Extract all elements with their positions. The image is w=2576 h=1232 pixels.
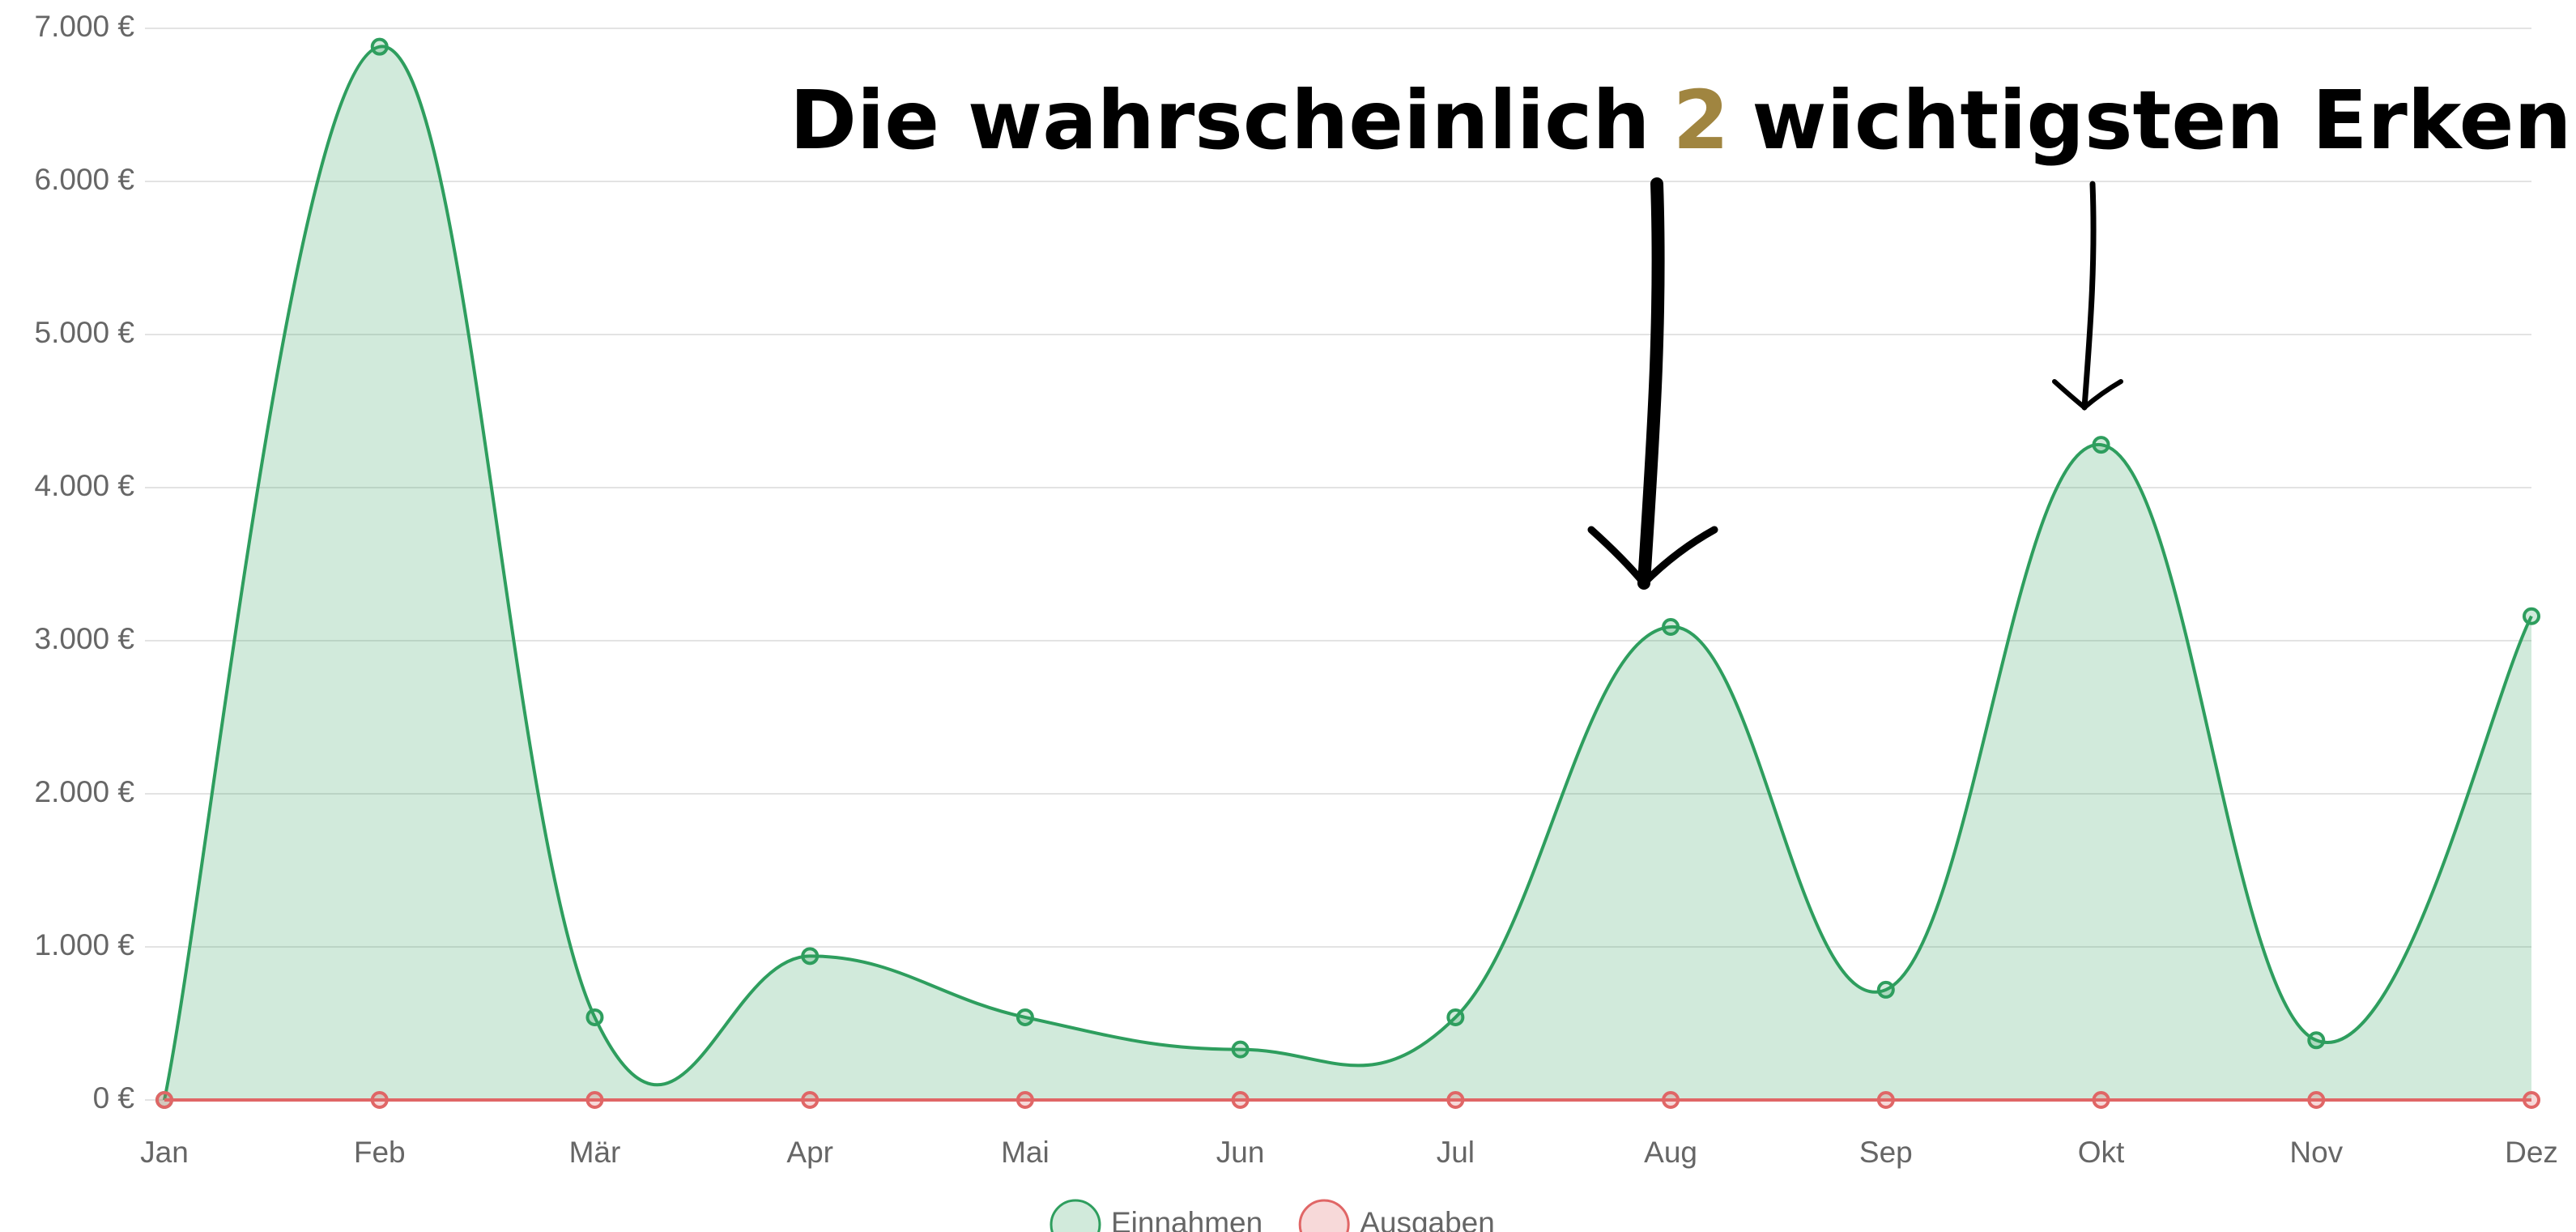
y-tick-label: 6.000 € <box>35 163 135 196</box>
point <box>1446 1091 1465 1109</box>
point <box>370 1091 389 1109</box>
plot <box>155 37 2540 1109</box>
x-tick-label: Jun <box>1216 1136 1265 1169</box>
point <box>1876 1091 1895 1109</box>
x-tick-label: Mär <box>569 1136 621 1169</box>
point <box>585 1008 604 1026</box>
point <box>2092 436 2110 454</box>
x-tick-label: Dez <box>2505 1136 2558 1169</box>
y-tick-label: 4.000 € <box>35 469 135 502</box>
x-tick-label: Mai <box>1001 1136 1050 1169</box>
point <box>2523 1091 2540 1109</box>
point <box>801 947 820 966</box>
legend-label: Ausgaben <box>1360 1206 1495 1232</box>
arrow <box>2081 181 2097 411</box>
arrow <box>1637 177 1665 590</box>
point <box>1015 1008 1034 1026</box>
arrow-head <box>2052 379 2123 411</box>
y-tick-label: 5.000 € <box>35 316 135 349</box>
point <box>1015 1091 1034 1109</box>
x-tick-label: Apr <box>786 1136 833 1169</box>
x-tick-label: Nov <box>2289 1136 2343 1169</box>
point <box>1662 617 1680 636</box>
point <box>1231 1091 1250 1109</box>
point <box>2092 1091 2110 1109</box>
y-tick-label: 2.000 € <box>35 775 135 808</box>
point <box>2307 1091 2326 1109</box>
x-tick-label: Jan <box>140 1136 189 1169</box>
x-tick-label: Sep <box>1859 1136 1913 1169</box>
legend-swatch <box>1050 1199 1101 1232</box>
point <box>2523 607 2540 625</box>
y-tick-label: 3.000 € <box>35 622 135 655</box>
x-tick-label: Jul <box>1437 1136 1475 1169</box>
legend: Einnahmen Ausgaben <box>1050 1199 1495 1232</box>
point <box>2307 1031 2326 1050</box>
point <box>1446 1008 1465 1026</box>
legend-swatch <box>1298 1199 1350 1232</box>
line <box>163 45 2533 1101</box>
point <box>1662 1091 1680 1109</box>
annotation-part: Die wahrscheinlich <box>790 73 1650 168</box>
x-tick-label: Aug <box>1644 1136 1697 1169</box>
point <box>155 1091 173 1109</box>
x-tick-label: Okt <box>2078 1136 2125 1169</box>
y-tick-label: 7.000 € <box>35 10 135 43</box>
point <box>1231 1040 1250 1059</box>
x-tick-label: Feb <box>354 1136 406 1169</box>
grid: 0 € 1.000 € 2.000 € 3.000 € 4.000 € 5.000 € 6.… <box>35 10 2558 1169</box>
y-tick-label: 0 € <box>93 1081 135 1115</box>
arrows <box>1587 177 2123 590</box>
point <box>585 1091 604 1109</box>
point <box>1876 980 1895 999</box>
legend-label: Einnahmen <box>1111 1206 1262 1232</box>
point <box>801 1091 820 1109</box>
arrow-head <box>1587 526 1718 589</box>
y-tick-label: 1.000 € <box>35 928 135 961</box>
annotation-part: wichtigsten Erkenntn <box>1752 73 2576 168</box>
area <box>164 46 2531 1101</box>
point <box>370 37 389 56</box>
annotation-part: 2 <box>1673 73 1730 168</box>
